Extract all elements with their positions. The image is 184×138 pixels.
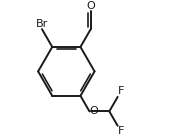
Text: F: F <box>118 126 125 136</box>
Text: Br: Br <box>36 18 48 29</box>
Text: O: O <box>86 1 95 11</box>
Text: O: O <box>90 106 98 116</box>
Text: F: F <box>118 86 125 96</box>
